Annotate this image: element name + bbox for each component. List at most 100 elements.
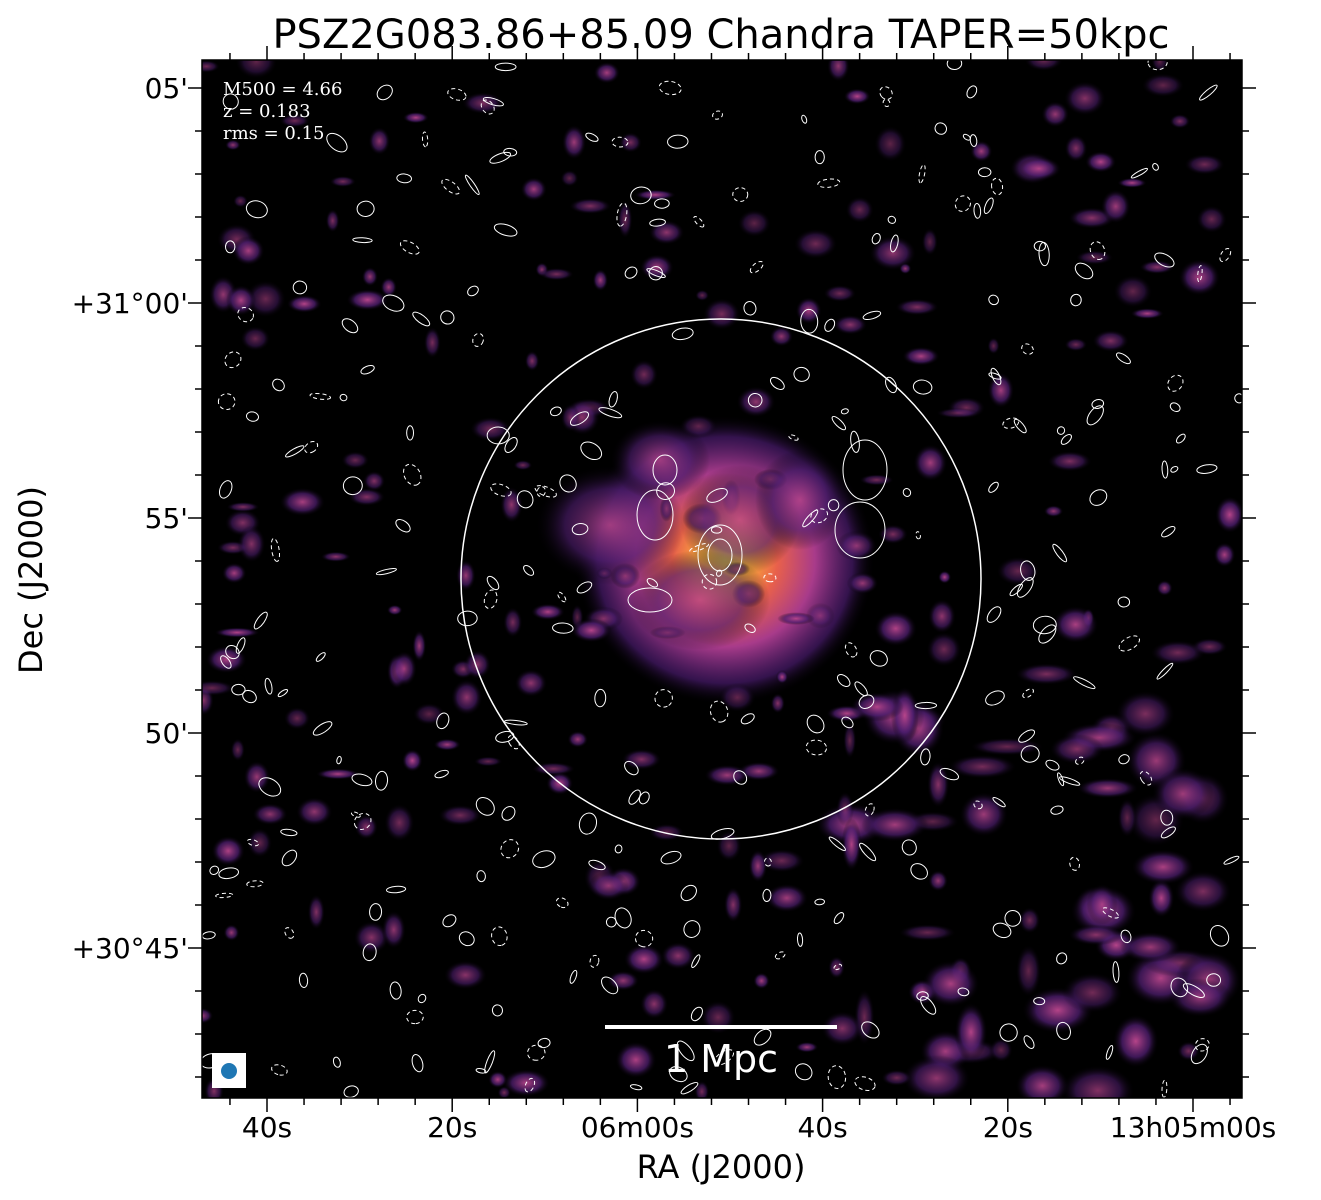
contour [332, 1056, 341, 1068]
contour [827, 499, 840, 512]
emission-blob [363, 470, 386, 492]
emission-blob [1043, 505, 1064, 518]
emission-blob [805, 602, 835, 629]
contour [1002, 417, 1020, 429]
contour [412, 311, 431, 327]
emission-blob [954, 1002, 988, 1062]
emission-blob [221, 562, 247, 584]
emission-blob [1024, 60, 1063, 71]
emission-blob [320, 551, 351, 562]
emission-blob [639, 988, 669, 1020]
emission-blob [850, 692, 904, 722]
emission-blob [938, 570, 952, 584]
emission-blob [1169, 113, 1191, 129]
emission-blob [769, 326, 794, 347]
emission-blob [959, 792, 1009, 837]
emission-blob [716, 830, 742, 862]
contour [1069, 856, 1081, 871]
contour [656, 482, 675, 500]
contour [992, 797, 1006, 808]
contour [916, 991, 929, 1001]
contour [246, 880, 264, 888]
contour [1194, 1038, 1210, 1052]
emission-blob [307, 894, 325, 930]
emission-blob [283, 706, 311, 730]
contour [1089, 489, 1108, 506]
emission-blob [531, 762, 576, 776]
contour [342, 476, 363, 496]
contour [769, 376, 785, 391]
emission-blob [513, 460, 533, 471]
contours [202, 60, 1242, 1098]
contour [341, 318, 359, 334]
emission-blob [869, 235, 917, 271]
contour [690, 1006, 703, 1022]
contour [733, 770, 748, 785]
emission-blob [770, 693, 786, 714]
contour [991, 177, 1004, 196]
contour [1118, 754, 1130, 765]
emission-blob [1015, 944, 1042, 998]
emission-blob [230, 738, 246, 762]
contour [627, 587, 673, 613]
emission-blob [225, 139, 241, 151]
contour [375, 567, 397, 576]
emission-blob [795, 1041, 819, 1053]
contour [1130, 167, 1148, 179]
contour [831, 415, 847, 431]
contour [1234, 393, 1242, 404]
contour [973, 800, 983, 810]
contour [516, 490, 534, 509]
contour [973, 202, 982, 219]
contour [1075, 756, 1085, 765]
annotation: M500 = 4.66 [223, 79, 342, 100]
emission-blob [1117, 798, 1137, 838]
contour [828, 836, 846, 852]
contour [385, 885, 407, 894]
contour [436, 712, 450, 730]
emission-blob [1215, 496, 1242, 534]
emission-blob [898, 924, 957, 941]
contour [788, 434, 799, 441]
emission-blob [315, 768, 361, 780]
emission-blob [936, 407, 979, 419]
emission-blob [391, 651, 417, 687]
emission-blob [828, 956, 845, 979]
contour [983, 197, 994, 214]
contour [475, 1067, 487, 1074]
emission-blob [615, 1041, 657, 1079]
contour [842, 439, 888, 501]
emission-blob [1061, 972, 1123, 1013]
emission-blob [623, 944, 665, 975]
emission-blob [1049, 733, 1105, 765]
contour [396, 173, 412, 184]
emission-blob [843, 722, 857, 759]
emission-blob [902, 346, 940, 366]
emission-blob [921, 228, 938, 256]
contour [467, 285, 479, 297]
contour [1199, 84, 1218, 101]
emission-blob [438, 804, 483, 826]
contour [680, 884, 697, 902]
emission-blob [921, 960, 980, 1008]
contour [648, 266, 663, 281]
emission-blob [202, 1007, 214, 1024]
emission-blob [520, 177, 548, 202]
emission-blob [252, 803, 288, 826]
emission-blob [970, 140, 993, 162]
emission-blob [1113, 274, 1153, 308]
contour [676, 1040, 695, 1062]
emission-blob [214, 627, 260, 638]
contour [1160, 826, 1176, 839]
contour [985, 690, 1005, 706]
contour [537, 1037, 551, 1049]
emission-blob [286, 294, 322, 313]
emission-blob [703, 298, 741, 330]
contour [605, 916, 617, 928]
contour [902, 488, 912, 497]
contour [844, 642, 858, 658]
contour [352, 237, 373, 244]
contour [555, 897, 569, 909]
x-axis-label: RA (J2000) [637, 1148, 806, 1186]
contour [611, 136, 629, 148]
